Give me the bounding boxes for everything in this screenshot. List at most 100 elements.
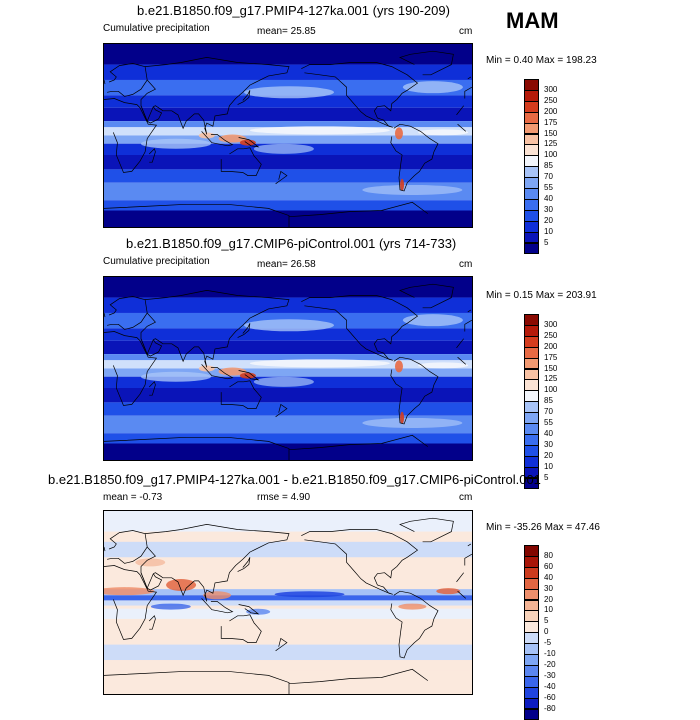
colorbar-tick-label: 5 (544, 473, 548, 482)
itcz-atlantic (418, 362, 468, 368)
precip-band (104, 277, 473, 298)
colorbar-tick-label: -40 (544, 682, 556, 691)
colorbar-tick-label: 300 (544, 85, 557, 94)
panel1-variable-label: Cumulative precipitation (103, 23, 210, 34)
colorbar-tick-label: 40 (544, 194, 553, 203)
diff-band (104, 542, 473, 557)
north-pacific-storm-track (244, 86, 334, 98)
precip-band (104, 388, 473, 402)
indian-ocean-convergence (141, 372, 211, 382)
southern-storm-track (362, 185, 462, 195)
colorbar-tick-label: 60 (544, 562, 553, 571)
colorbar-tick-label: -5 (544, 638, 551, 647)
panel1-title: b.e21.B1850.f09_g17.PMIP4-127ka.001 (yrs… (137, 3, 450, 18)
panel3-title: b.e21.B1850.f09_g17.PMIP4-127ka.001 - b.… (48, 472, 541, 487)
colorbar-tick-label: 85 (544, 396, 553, 405)
indian-ocean-decrease (151, 604, 191, 610)
colorbar-tick-label: 70 (544, 407, 553, 416)
new-guinea-max (240, 373, 256, 379)
colorbar-tick-label: -20 (544, 660, 556, 669)
colorbar-tick-label: -60 (544, 693, 556, 702)
new-guinea-max (240, 140, 256, 146)
panel3-units: cm (459, 492, 472, 503)
panel1-map-svg (104, 44, 473, 228)
atlantic-increase (436, 588, 460, 594)
colorbar-tick-label: 250 (544, 331, 557, 340)
colorbar-tick-label: 125 (544, 374, 557, 383)
precip-band (104, 341, 473, 354)
panel1-minmax: Min = 0.40 Max = 198.23 (486, 55, 597, 66)
panel3-rmse: rmse = 4.90 (257, 492, 310, 503)
chile-max (400, 179, 404, 191)
itcz-pacific (250, 359, 390, 367)
colorbar-tick-label: 300 (544, 320, 557, 329)
colorbar-tick-label: 0 (544, 627, 548, 636)
colorbar-box (524, 243, 539, 255)
colorbar-tick-label: 150 (544, 129, 557, 138)
colorbar-tick-label: -30 (544, 671, 556, 680)
panel2-title: b.e21.B1850.f09_g17.CMIP6-piControl.001 … (126, 236, 456, 251)
colorbar-tick-label: 150 (544, 364, 557, 373)
colorbar-tick-label: 125 (544, 139, 557, 148)
colorbar-tick-label: 5 (544, 616, 548, 625)
colorbar-tick-label: 250 (544, 96, 557, 105)
panel3-mean: mean = -0.73 (103, 492, 162, 503)
panel3-map-svg (104, 511, 473, 695)
panel3-map (103, 510, 473, 695)
panel2-units: cm (459, 259, 472, 270)
diff-band (104, 511, 473, 532)
colorbar-tick-label: 175 (544, 118, 557, 127)
amazon-increase (398, 604, 426, 610)
colorbar-tick-label: 10 (544, 227, 553, 236)
colorbar-tick-label: -10 (544, 649, 556, 658)
precip-band (104, 354, 473, 360)
north-pacific-storm-track (244, 319, 334, 331)
colorbar-tick-label: 20 (544, 216, 553, 225)
colorbar-tick-label: 100 (544, 150, 557, 159)
panel2-minmax: Min = 0.15 Max = 203.91 (486, 290, 597, 301)
precip-band (104, 108, 473, 121)
colorbar-tick-label: 200 (544, 342, 557, 351)
colorbar-tick-label: 55 (544, 183, 553, 192)
colorbar-tick-label: 10 (544, 605, 553, 614)
colorbar-tick-label: 5 (544, 238, 548, 247)
colorbar-tick-label: 10 (544, 462, 553, 471)
colorbar-tick-label: 80 (544, 551, 553, 560)
colorbar-tick-label: 175 (544, 353, 557, 362)
precip-band (104, 402, 473, 415)
precip-band (104, 121, 473, 127)
diff-band (104, 645, 473, 660)
southern-storm-track (362, 418, 462, 428)
central-asia-increase (135, 558, 165, 566)
colorbar-tick-label: 20 (544, 451, 553, 460)
colorbar-tick-label: 40 (544, 429, 553, 438)
precip-band (104, 211, 473, 229)
colorbar-tick-label: 100 (544, 385, 557, 394)
andes-max (395, 360, 403, 372)
panel2-mean: mean= 26.58 (257, 259, 316, 270)
itcz-atlantic (418, 129, 468, 135)
precip-band (104, 444, 473, 462)
panel3-minmax: Min = -35.26 Max = 47.46 (486, 522, 600, 533)
se-asia-increase (203, 591, 231, 599)
colorbar-tick-label: 20 (544, 595, 553, 604)
panel1-map (103, 43, 473, 228)
panel2-map-svg (104, 277, 473, 461)
colorbar-tick-label: 85 (544, 161, 553, 170)
spcz (254, 144, 314, 154)
colorbar-tick-label: -80 (544, 704, 556, 713)
precip-band (104, 169, 473, 182)
season-label: MAM (506, 8, 559, 34)
colorbar-tick-label: 55 (544, 418, 553, 427)
precip-band (104, 44, 473, 65)
itcz-pacific (250, 126, 390, 134)
panel2-variable-label: Cumulative precipitation (103, 256, 210, 267)
indian-ocean-convergence (141, 139, 211, 149)
colorbar-box (524, 709, 539, 720)
andes-max (395, 127, 403, 139)
colorbar-tick-label: 30 (544, 584, 553, 593)
panel1-mean: mean= 25.85 (257, 26, 316, 37)
colorbar-tick-label: 200 (544, 107, 557, 116)
spcz (254, 377, 314, 387)
colorbar-tick-label: 70 (544, 172, 553, 181)
